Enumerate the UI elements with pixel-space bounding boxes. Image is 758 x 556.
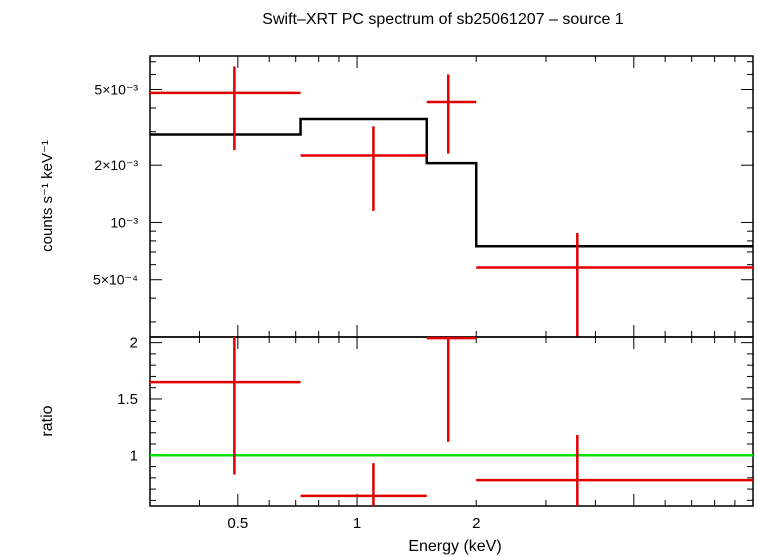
chart-title: Swift–XRT PC spectrum of sb25061207 – so… [262, 11, 623, 28]
x-tick-label: 0.5 [227, 515, 248, 532]
y-tick-label: 1.5 [117, 391, 138, 408]
data-point [476, 233, 753, 337]
y-tick-label: 2 [130, 335, 138, 352]
x-tick-label: 1 [353, 515, 361, 532]
model-step-line [150, 117, 753, 248]
data-point [426, 74, 477, 154]
data-point [426, 336, 477, 442]
ratio-panel: 0.5 1 2 1 1.5 2 [117, 335, 754, 532]
y-tick-label: 2×10⁻³ [94, 157, 138, 173]
spectrum-panel: 5×10⁻³ 2×10⁻³ 10⁻³ 5×10⁻⁴ [93, 55, 754, 338]
data-point [150, 66, 301, 151]
y-tick-label: 5×10⁻³ [94, 81, 138, 97]
y-tick-label: 1 [130, 447, 138, 464]
data-point [476, 435, 753, 506]
spectrum-y-axis-label: counts s⁻¹ keV⁻¹ [39, 140, 56, 252]
data-point [300, 463, 427, 506]
panel-frame [149, 55, 754, 338]
data-point [300, 126, 427, 211]
x-axis-label: Energy (keV) [408, 538, 501, 555]
y-tick-label: 10⁻³ [110, 214, 138, 230]
data-point [150, 337, 301, 475]
ratio-y-axis-label: ratio [39, 405, 56, 436]
y-tick-label: 5×10⁻⁴ [93, 272, 138, 288]
x-tick-label: 2 [472, 515, 480, 532]
